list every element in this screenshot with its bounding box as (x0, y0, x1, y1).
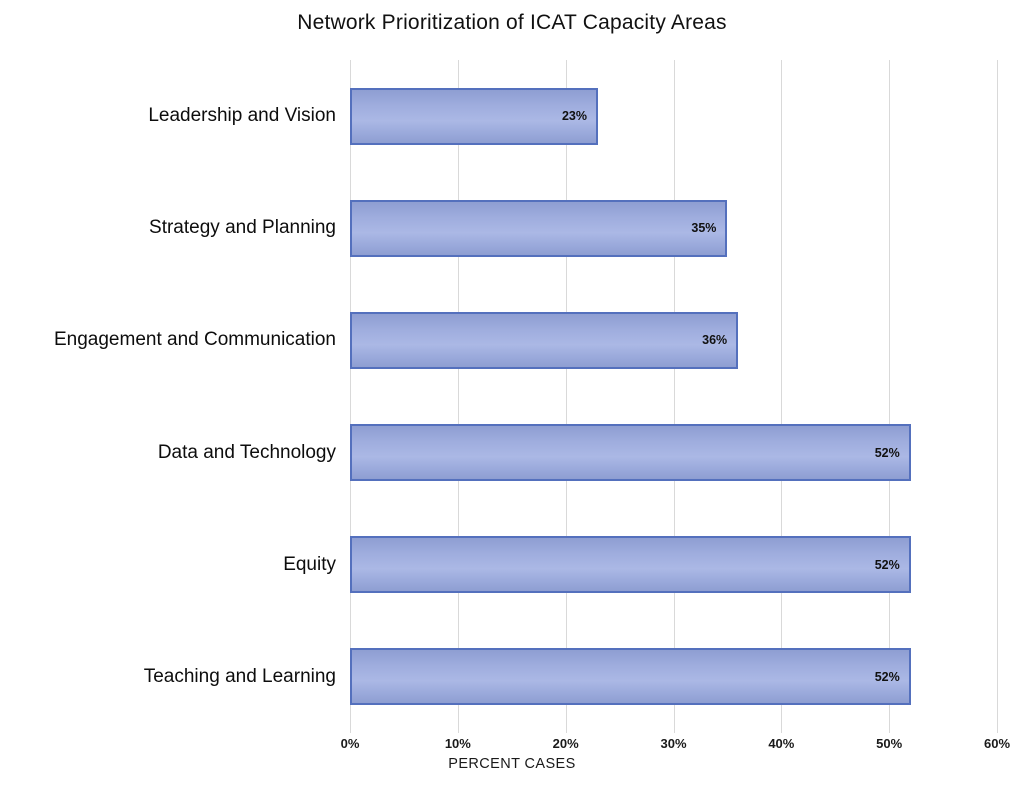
category-label: Data and Technology (157, 441, 336, 463)
bar-5: 52% (350, 536, 911, 594)
bar-value-label: 52% (874, 557, 900, 572)
bar-value-label: 52% (874, 445, 900, 460)
bar-value-label: 36% (702, 333, 728, 348)
bar-6: 52% (350, 648, 911, 706)
category-label: Leadership and Vision (148, 105, 336, 127)
x-tick-label: 20% (552, 736, 579, 751)
gridline-20% (565, 60, 567, 733)
bar-1: 23% (350, 87, 599, 145)
bar-4: 52% (350, 424, 911, 482)
x-tick-label: 50% (876, 736, 903, 751)
gridline-60% (997, 60, 998, 733)
gridline-0% (350, 60, 351, 733)
x-tick-label: 0% (340, 736, 360, 751)
x-tick-label: 30% (660, 736, 687, 751)
category-label: Strategy and Planning (149, 217, 336, 239)
x-tick-label: 10% (444, 736, 471, 751)
category-label: Engagement and Communication (53, 329, 336, 351)
bar-2: 35% (350, 199, 728, 257)
gridline-30% (673, 60, 675, 733)
bar-value-label: 35% (691, 221, 717, 236)
x-tick-label: 40% (768, 736, 795, 751)
category-label: Teaching and Learning (143, 665, 336, 687)
chart-title: Network Prioritization of ICAT Capacity … (297, 11, 727, 34)
bar-value-label: 52% (874, 669, 900, 684)
plot-area: 23% 35% 36% 52% 52% 52% (350, 60, 998, 733)
bar-3: 36% (350, 311, 739, 369)
gridline-50% (889, 60, 891, 733)
x-tick-label: 60% (983, 736, 1011, 751)
gridline-40% (781, 60, 783, 733)
category-label: Equity (283, 553, 336, 575)
bar-value-label: 23% (561, 109, 588, 124)
x-axis-title: PERCENT CASES (448, 756, 576, 772)
gridline-10% (457, 60, 459, 733)
